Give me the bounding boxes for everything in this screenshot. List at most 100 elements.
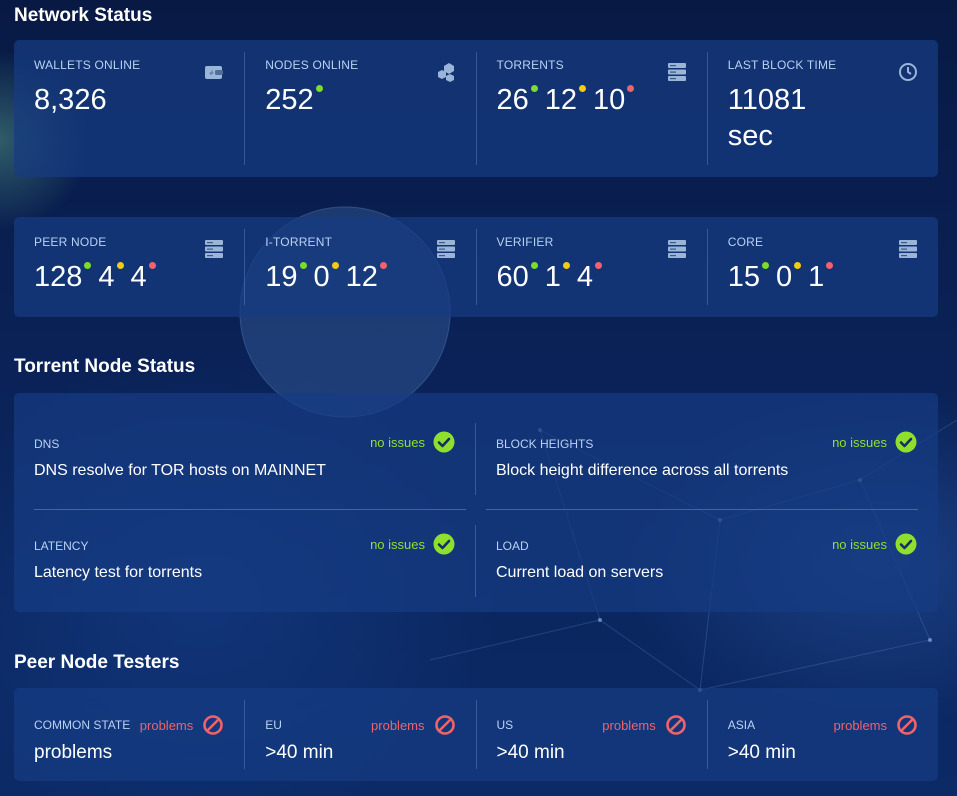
check-title: BLOCK HEIGHTS [496,437,594,451]
check-status-label: no issues [370,536,425,552]
check-circle-icon [433,431,455,453]
tester-status: problems [371,714,455,736]
network-stats-panel: WALLETS ONLINE #8,326 NODES ONLINE 252 TORRE… [14,40,938,177]
server-icon [898,239,918,259]
stat-value: 15 0 1 [728,259,918,295]
stat-number: 12 [345,261,378,293]
check-circle-icon [895,533,917,555]
check-title: LATENCY [34,539,89,553]
tester-label: ASIA [727,718,756,732]
status-dot-red [148,262,156,269]
stat-number: 10 [593,84,626,116]
tester-asia: ASIA problems >40 min [706,700,938,769]
status-dot-green [530,85,538,92]
check-description: Latency test for torrents [34,564,203,581]
tester-value: >40 min [496,742,565,763]
status-dot-green [530,262,538,269]
divider-vertical [475,525,476,597]
stat-card-wallets-online: WALLETS ONLINE #8,326 [14,52,244,165]
tester-common-state: COMMON STATE problems problems [14,700,244,769]
wallet-icon: # [204,62,224,82]
tester-value: >40 min [727,742,796,763]
node-type-stats-panel: PEER NODE 128 4 4 I-TORRENT 19 0 12 VERIFIER 60 1 4… [14,217,938,317]
stat-label: CORE [727,235,764,249]
stat-card-core: CORE 15 0 1 [706,229,938,305]
clock-icon [898,62,918,82]
torrent-node-status-panel: DNS DNS resolve for TOR hosts on MAINNET n… [14,393,938,612]
stat-number: 0 [776,261,793,293]
check-status-label: no issues [832,536,887,552]
stat-card-torrents: TORRENTS 26 12 10 [475,52,707,165]
stat-card-peer-node: PEER NODE 128 4 4 [14,229,244,305]
network-status-title: Network Status [14,5,153,26]
stat-value: 128 4 4 [34,259,224,295]
tester-status-label: problems [139,717,194,733]
stat-number: 4 [576,261,594,293]
tester-header: COMMON STATE problems [34,714,224,736]
tester-label: US [496,718,514,732]
stat-number: 19 [265,261,298,293]
stat-number: 1 [544,261,561,293]
tester-eu: EU problems >40 min [244,700,475,769]
svg-text:#: # [209,70,214,77]
torrent-node-status-title: Torrent Node Status [14,356,196,377]
check-title: LOAD [496,539,529,553]
server-icon [204,239,224,259]
check-description: DNS resolve for TOR hosts on MAINNET [34,462,326,479]
tester-value: problems [34,742,113,763]
stat-value: 26 12 10 [497,82,687,118]
tester-status-label: problems [833,717,887,733]
check-description: Current load on servers [496,564,664,581]
check-load: LOAD Current load on servers no issues [496,533,917,582]
server-icon [667,62,687,82]
stat-number: 12 [544,84,578,116]
stat-label: TORRENTS [496,58,564,72]
status-dot-red [627,85,635,92]
tester-status: problems [140,714,224,736]
status-dot-red [826,262,834,269]
stat-label: PEER NODE [34,235,107,249]
stat-number: 26 [496,84,529,116]
divider-vertical [475,423,476,495]
stat-value: 60 1 4 [497,259,687,295]
ban-icon [897,715,917,735]
status-dot-yellow [331,262,339,269]
check-latency: LATENCY Latency test for torrents no issue… [34,533,455,582]
stat-number: 60 [496,261,529,293]
divider-horizontal [34,509,466,510]
status-dot-red [595,262,603,269]
ban-icon [665,715,686,735]
stat-value: 11081 sec [728,82,918,154]
tester-label: EU [265,718,282,732]
stat-value: 8,326 [34,82,224,118]
tester-header: EU problems [265,714,455,736]
status-dot-green [315,85,323,92]
ban-icon [203,715,224,735]
divider-horizontal [486,509,918,510]
server-icon [667,239,687,259]
stat-number: 4 [98,261,115,293]
status-dot-green [84,262,92,269]
tester-status: problems [834,714,918,736]
stat-number: 11081 [727,84,807,116]
check-status-label: no issues [832,434,887,450]
status-dot-green [299,262,307,269]
check-circle-icon [433,533,455,555]
tester-status-label: problems [371,717,425,733]
stat-number: 1 [808,261,825,293]
tester-status-label: problems [602,717,656,733]
stat-value: 252 [265,82,455,118]
status-dot-yellow [116,262,124,269]
tester-header: US problems [497,714,687,736]
stat-label: VERIFIER [496,235,554,249]
stat-number: sec [727,120,773,152]
tester-us: US problems >40 min [475,700,707,769]
stat-label: WALLETS ONLINE [34,58,141,72]
ban-icon [434,715,455,735]
stat-number: 8,326 [34,84,107,116]
check-status: no issues [370,533,455,555]
status-dot-red [379,262,387,269]
stat-card-verifier: VERIFIER 60 1 4 [475,229,707,305]
tester-value: >40 min [265,742,334,763]
stat-number: 0 [313,261,330,293]
